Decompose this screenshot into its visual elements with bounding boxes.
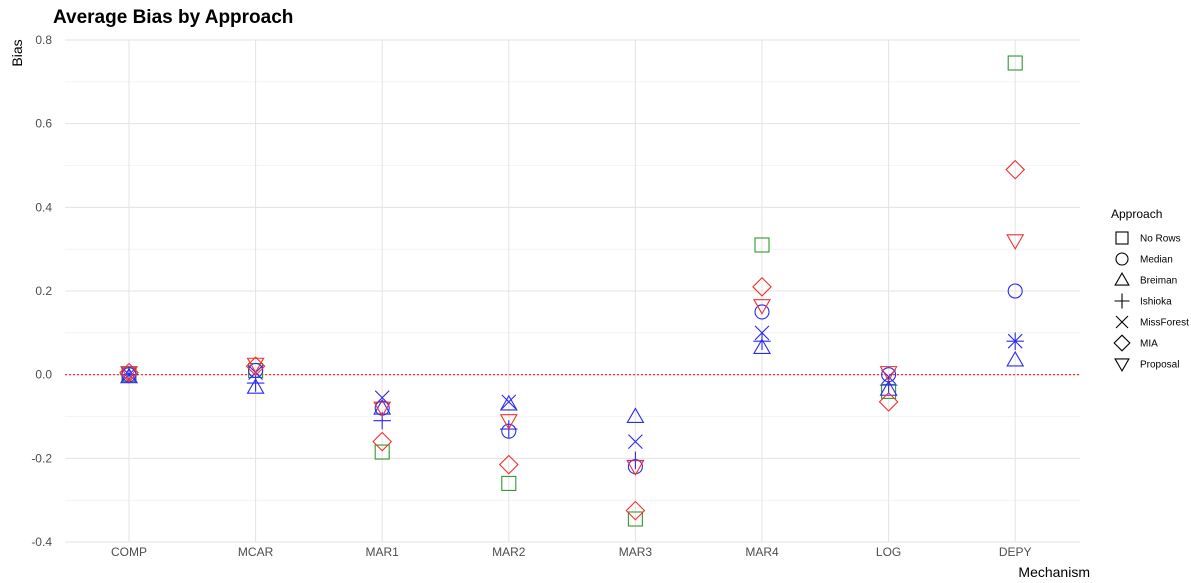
point-mia-mcar — [245, 356, 266, 377]
point-breiman-mar4 — [752, 338, 772, 354]
y-axis-ticks: -0.4 -0.2 0.0 0.2 0.4 0.6 0.8 — [31, 33, 52, 549]
legend-label-missforest: MissForest — [1140, 318, 1189, 329]
point-missforest-depy — [1007, 333, 1023, 349]
point-missforest-comp — [121, 367, 137, 383]
data-points — [119, 55, 1026, 527]
legend-label-ishioka: Ishioka — [1140, 297, 1172, 308]
point-breiman-mcar — [246, 378, 265, 394]
legend-label-breiman: Breiman — [1140, 276, 1177, 287]
point-ishioka-mar4 — [753, 332, 771, 350]
point-ishioka-mcar — [246, 374, 265, 392]
x-axis-title: Mechanism — [1018, 564, 1090, 580]
point-proposal-comp — [119, 366, 139, 382]
y-tick-label: 0.0 — [35, 368, 52, 382]
point-proposal-log — [879, 366, 898, 382]
x-tick-label: COMP — [111, 545, 147, 559]
point-mia-mar4 — [752, 276, 772, 297]
point-proposal-mar2 — [499, 414, 518, 430]
point-proposal-mar1 — [373, 401, 392, 418]
legend-items: No Rows Median Breiman Ishioka MissForest MIA… — [1113, 231, 1189, 373]
legend-label-mia: MIA — [1140, 339, 1158, 350]
x-tick-label: DEPY — [999, 545, 1032, 559]
point-proposal-mar3 — [626, 460, 645, 476]
legend-label-proposal: Proposal — [1140, 360, 1179, 371]
legend-key-median — [1115, 252, 1129, 266]
point-proposal-depy — [1006, 234, 1025, 250]
legend-key-proposal — [1114, 358, 1130, 373]
point-breiman-mar3 — [626, 407, 645, 424]
chart-title: Average Bias by Approach — [53, 7, 293, 28]
point-no-rows-mar2 — [501, 475, 517, 491]
legend-key-mia — [1113, 334, 1131, 352]
point-proposal-mar4 — [752, 299, 772, 315]
point-mia-mar3 — [625, 500, 646, 521]
x-tick-label: MAR1 — [366, 545, 400, 559]
point-no-rows-mar3 — [627, 511, 643, 527]
legend-key-missforest — [1115, 315, 1129, 329]
x-tick-label: MAR3 — [619, 545, 653, 559]
x-tick-label: LOG — [876, 545, 901, 559]
y-tick-label: 0.8 — [35, 33, 52, 47]
point-mia-mar2 — [498, 454, 519, 475]
legend-key-breiman — [1114, 271, 1130, 286]
grid — [65, 39, 1080, 543]
point-breiman-depy — [1006, 350, 1025, 367]
legend-key-ishioka — [1114, 293, 1130, 309]
point-ishioka-mar1 — [373, 411, 391, 430]
point-mia-mar1 — [372, 431, 393, 452]
x-tick-label: MAR2 — [492, 545, 526, 559]
point-proposal-mcar — [246, 357, 265, 374]
point-mia-depy — [1005, 159, 1026, 180]
point-missforest-mar4 — [754, 325, 770, 341]
x-tick-label: MCAR — [238, 545, 274, 559]
point-ishioka-log — [879, 376, 898, 394]
y-tick-label: 0.2 — [35, 284, 52, 298]
legend-title: Approach — [1111, 207, 1162, 221]
point-no-rows-depy — [1007, 55, 1023, 71]
x-tick-label: MAR4 — [745, 545, 779, 559]
point-no-rows-mar4 — [754, 237, 770, 253]
point-median-mar4 — [754, 304, 770, 320]
legend-label-no-rows: No Rows — [1140, 234, 1181, 245]
y-tick-label: -0.2 — [31, 451, 52, 465]
y-tick-label: 0.4 — [35, 200, 52, 214]
legend-key-no-rows — [1115, 231, 1129, 245]
point-mia-log — [878, 391, 899, 412]
y-tick-label: 0.6 — [35, 117, 52, 131]
point-missforest-mar3 — [628, 434, 643, 449]
point-breiman-mar2 — [499, 394, 518, 411]
point-no-rows-mar1 — [374, 444, 390, 460]
legend: Approach No Rows Median Breiman Ishioka Miss… — [1111, 207, 1189, 373]
legend-label-median: Median — [1140, 255, 1173, 266]
point-breiman-log — [879, 380, 898, 396]
point-missforest-mar2 — [501, 394, 517, 410]
y-tick-label: -0.4 — [31, 535, 52, 549]
y-axis-title: Bias — [9, 39, 25, 66]
point-median-depy — [1007, 283, 1023, 299]
x-axis-ticks: COMP MCAR MAR1 MAR2 MAR3 MAR4 LOG DEPY — [111, 545, 1032, 559]
